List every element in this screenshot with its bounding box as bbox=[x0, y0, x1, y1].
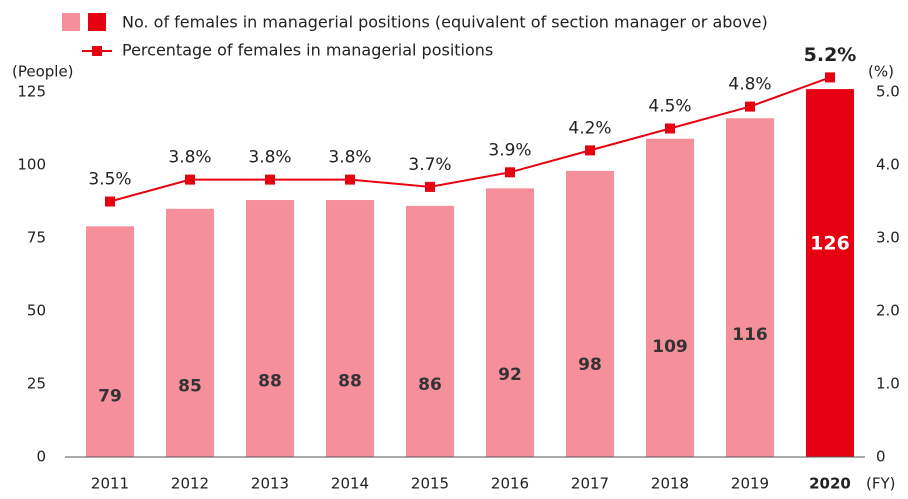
x-tick-label: 2016 bbox=[491, 475, 529, 493]
line-value-label: 4.2% bbox=[568, 118, 611, 138]
line-value-label: 3.8% bbox=[168, 148, 211, 168]
bar-value-label: 86 bbox=[418, 375, 442, 395]
bar-value-label: 92 bbox=[498, 365, 522, 385]
line-value-label: 3.7% bbox=[408, 155, 451, 175]
bar-value-label: 88 bbox=[338, 372, 362, 392]
y-tick-label: 125 bbox=[17, 83, 46, 101]
y2-tick-label: 5.0 bbox=[876, 83, 900, 101]
line-marker bbox=[265, 174, 275, 185]
line-marker bbox=[665, 123, 675, 134]
bar bbox=[806, 89, 854, 457]
line-marker bbox=[345, 174, 355, 185]
y-tick-label: 100 bbox=[17, 156, 46, 174]
y2-tick-label: 3.0 bbox=[876, 229, 900, 247]
x-tick-label: 2018 bbox=[651, 475, 689, 493]
line-marker bbox=[185, 174, 195, 185]
line bbox=[109, 76, 831, 203]
bar bbox=[406, 205, 454, 457]
legend-marker bbox=[92, 46, 102, 56]
y2-tick-label: 2.0 bbox=[876, 302, 900, 320]
line-value-label: 4.5% bbox=[648, 97, 691, 117]
line-value-label: 3.9% bbox=[488, 140, 531, 160]
x-tick-label: 2011 bbox=[91, 475, 129, 493]
x-tick-label: 2020 bbox=[809, 475, 851, 493]
y2-tick-label: 1.0 bbox=[876, 375, 900, 393]
bar bbox=[566, 170, 614, 457]
line-marker bbox=[585, 145, 595, 156]
legend-label: Percentage of females in managerial posi… bbox=[122, 41, 493, 60]
x-axis-label: (FY) bbox=[866, 475, 896, 493]
y2-tick-label: 0 bbox=[876, 448, 886, 466]
legend-swatch bbox=[62, 13, 80, 31]
y2-tick-label: 4.0 bbox=[876, 156, 900, 174]
x-tick-label: 2017 bbox=[571, 475, 609, 493]
legend-swatch bbox=[88, 13, 106, 31]
bar-value-label: 79 bbox=[98, 387, 122, 407]
line-value-label: 3.5% bbox=[88, 170, 131, 190]
x-tick-label: 2014 bbox=[331, 475, 369, 493]
bar bbox=[166, 208, 214, 457]
line-marker bbox=[425, 181, 435, 192]
line-marker bbox=[745, 101, 755, 112]
x-tick-label: 2019 bbox=[731, 475, 769, 493]
bar bbox=[246, 200, 294, 458]
line-value-label: 4.8% bbox=[728, 75, 771, 95]
bar bbox=[86, 226, 134, 457]
bar bbox=[726, 118, 774, 457]
line-value-label: 3.8% bbox=[328, 148, 371, 168]
bar-value-label: 116 bbox=[732, 325, 768, 345]
y2-axis-label: (%) bbox=[868, 63, 894, 81]
bar-value-label: 109 bbox=[652, 337, 688, 357]
x-tick-label: 2012 bbox=[171, 475, 209, 493]
bar bbox=[326, 200, 374, 458]
y-tick-label: 50 bbox=[27, 302, 46, 320]
y-tick-label: 75 bbox=[27, 229, 46, 247]
bar bbox=[646, 138, 694, 457]
line-value-label: 3.8% bbox=[248, 148, 291, 168]
bar-value-label: 98 bbox=[578, 355, 602, 375]
bar-value-label: 88 bbox=[258, 372, 282, 392]
x-tick-label: 2015 bbox=[411, 475, 449, 493]
bar-value-label: 85 bbox=[178, 377, 202, 397]
y-axis-label: (People) bbox=[12, 63, 74, 81]
bar bbox=[486, 188, 534, 458]
x-tick-label: 2013 bbox=[251, 475, 289, 493]
y-tick-label: 0 bbox=[36, 448, 46, 466]
y-tick-label: 25 bbox=[27, 375, 46, 393]
line-marker bbox=[825, 72, 835, 83]
bar-value-label: 126 bbox=[810, 233, 850, 255]
line-value-label: 5.2% bbox=[804, 44, 857, 66]
legend-label: No. of females in managerial positions (… bbox=[122, 13, 768, 32]
line-marker bbox=[105, 196, 115, 207]
line-marker bbox=[505, 167, 515, 178]
